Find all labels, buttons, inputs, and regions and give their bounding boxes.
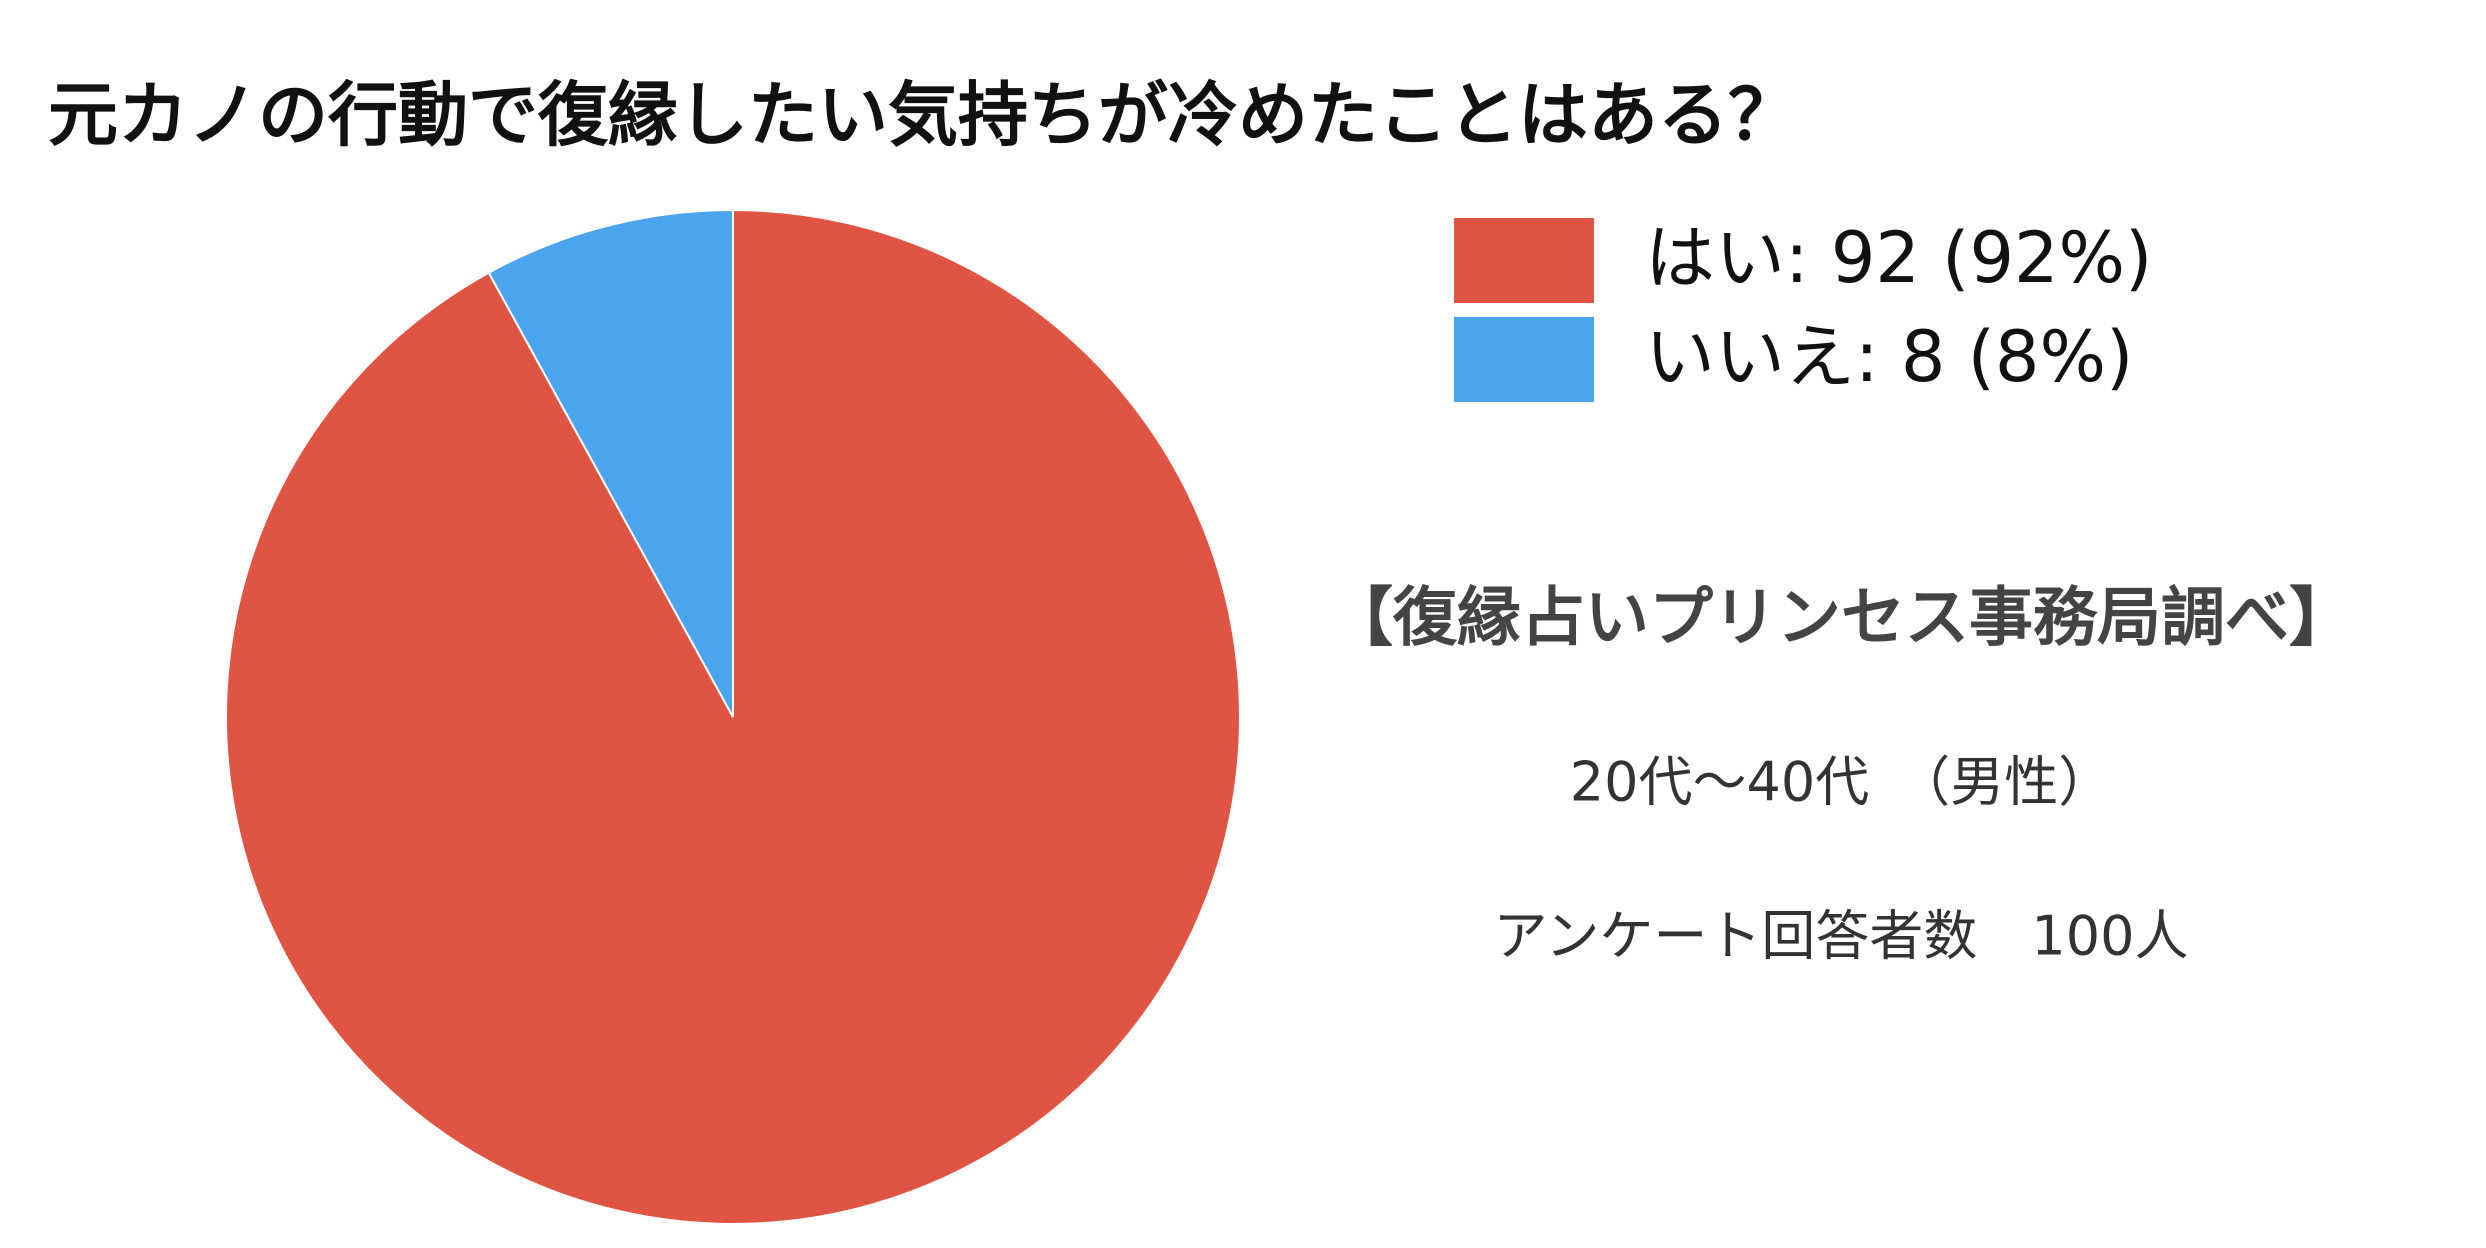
legend-label: はい: 92 (92%) xyxy=(1645,217,2152,299)
legend-swatch xyxy=(1454,317,1594,402)
legend-swatch xyxy=(1454,218,1594,303)
pie xyxy=(225,208,1241,1225)
legend: はい: 92 (92%) いいえ: 8 (8%) xyxy=(1454,217,2152,402)
note: 20代〜40代 （男性） xyxy=(1570,751,2112,814)
note: アンケート回答者数 100人 xyxy=(1494,905,2189,968)
pie-slice xyxy=(487,208,734,718)
chart-title: 元カノの行動で復縁したい気持ちが冷めたことはある？ xyxy=(48,74,1798,156)
source-note: 【復縁占いプリンセス事務局調べ】 xyxy=(1329,582,2353,656)
legend-label: いいえ: 8 (8%) xyxy=(1645,316,2133,398)
